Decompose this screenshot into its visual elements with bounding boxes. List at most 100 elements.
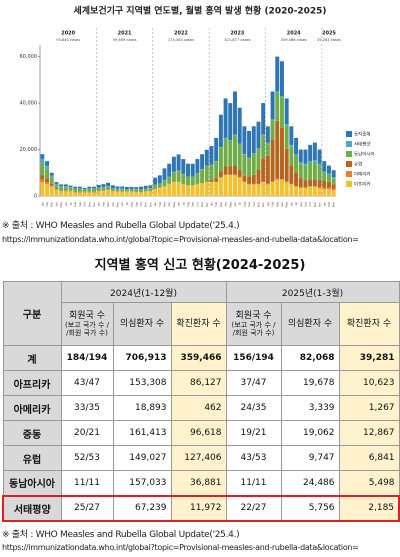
- bar-segment: [49, 185, 54, 187]
- table-cell: 9,747: [280, 445, 340, 471]
- bar-segment: [265, 126, 270, 143]
- table-cell: 86,127: [170, 370, 227, 396]
- x-tick-label: Aug: [73, 202, 77, 207]
- x-tick-label: Apr: [54, 201, 58, 206]
- bar-segment: [115, 191, 120, 196]
- bar-segment: [59, 186, 64, 188]
- x-tick-label: May: [172, 202, 176, 208]
- table-cell: 156/194: [225, 345, 282, 371]
- bar-segment: [326, 189, 331, 196]
- bar-segment: [256, 121, 261, 149]
- bar-segment: [40, 163, 45, 176]
- year-label: 2022: [174, 31, 188, 37]
- bar-segment: [49, 172, 54, 176]
- bar-segment: [326, 181, 331, 188]
- source-url: https://immunizationdata.who.int/global?…: [2, 235, 359, 244]
- bar-segment: [106, 182, 111, 187]
- bar-segment: [256, 184, 261, 196]
- bar-segment: [40, 182, 45, 196]
- bar-segment: [265, 183, 270, 185]
- bar-segment: [195, 173, 200, 184]
- bar-segment: [181, 174, 186, 184]
- bar-segment: [68, 187, 73, 191]
- bar-segment: [284, 125, 289, 149]
- year-label: 2021: [118, 31, 132, 37]
- bar-segment: [242, 126, 247, 155]
- bar-segment: [186, 176, 190, 186]
- header-row: 구분 2024년(1-12월) 2025년(1-3월): [2, 281, 400, 346]
- bar-segment: [40, 179, 45, 183]
- x-tick-label: Sep: [78, 202, 82, 207]
- bar-segment: [73, 188, 78, 190]
- table-cell: 19,062: [280, 420, 340, 446]
- bar-segment: [223, 138, 228, 167]
- table-cell: 24/35: [225, 395, 282, 421]
- year-cases: 359,466 cases: [281, 38, 307, 42]
- bar-segment: [214, 137, 219, 162]
- table-cell: 37/47: [225, 370, 282, 396]
- legend-label: 아메리카: [354, 171, 371, 178]
- bar-segment: [270, 182, 275, 196]
- bar-segment: [308, 163, 313, 180]
- bar-segment: [40, 158, 45, 164]
- bar-segment: [275, 92, 280, 121]
- bar-segment: [284, 182, 289, 196]
- header-line: 회원국 수: [235, 310, 272, 321]
- bar-segment: [308, 186, 313, 196]
- x-tick-label: Nov: [313, 202, 317, 208]
- bar-segment: [303, 163, 308, 166]
- row-header: 중동: [2, 420, 62, 446]
- bar-segment: [157, 183, 162, 188]
- bar-segment: [209, 146, 214, 165]
- bar-segment: [195, 159, 200, 174]
- table-cell: 359,466: [170, 345, 227, 371]
- bar-segment: [317, 149, 322, 164]
- bar-segment: [204, 166, 209, 182]
- source-note: ※ 출처 : WHO Measles and Rubella Global Up…: [2, 221, 240, 231]
- bar-segment: [143, 191, 148, 196]
- x-tick-label: Jun: [289, 202, 293, 207]
- bar-segment: [284, 98, 289, 124]
- x-tick-label: Feb: [101, 202, 105, 207]
- bar-segment: [63, 184, 68, 187]
- bar-segment: [63, 186, 68, 188]
- x-tick-label: Jun: [120, 202, 124, 207]
- bar-segment: [322, 161, 327, 172]
- bar-segment: [317, 165, 322, 181]
- bar-segment: [200, 169, 205, 183]
- table-cell: 5,756: [280, 494, 340, 522]
- bar-segment: [326, 165, 331, 174]
- bar-segment: [134, 192, 139, 196]
- bar-segment: [261, 103, 266, 135]
- bar-segment: [59, 184, 64, 187]
- bar-segment: [63, 191, 68, 196]
- bar-segment: [247, 157, 252, 159]
- x-tick-label: Jul: [294, 202, 298, 206]
- x-tick-label: Aug: [186, 202, 190, 207]
- bar-segment: [49, 175, 54, 178]
- bar-segment: [242, 154, 247, 155]
- bar-segment: [120, 189, 125, 192]
- legend-swatch: [346, 171, 352, 177]
- x-tick-label: Apr: [224, 201, 228, 206]
- bar-segment: [237, 143, 242, 145]
- column-header: 의심환자 수: [112, 302, 172, 346]
- bar-segment: [82, 192, 87, 196]
- bar-segment: [54, 182, 59, 184]
- bar-segment: [312, 142, 317, 160]
- bar-segment: [181, 184, 186, 196]
- bar-segment: [68, 187, 73, 188]
- x-tick-label: Jan: [266, 202, 270, 207]
- x-tick-label: Sep: [134, 202, 138, 207]
- bar-segment: [195, 184, 200, 196]
- year-cases: 93,840 cases: [56, 38, 80, 42]
- bar-segment: [228, 140, 233, 141]
- table-row: 서태평양 25/27 67,239 11,972 22/27 5,756 2,185: [2, 494, 400, 522]
- bar-segment: [308, 161, 313, 164]
- bar-segment: [40, 154, 45, 159]
- table-cell: 33/35: [60, 395, 114, 421]
- bar-segment: [322, 180, 327, 188]
- bar-segment: [59, 187, 64, 191]
- x-tick-label: Mar: [163, 201, 167, 207]
